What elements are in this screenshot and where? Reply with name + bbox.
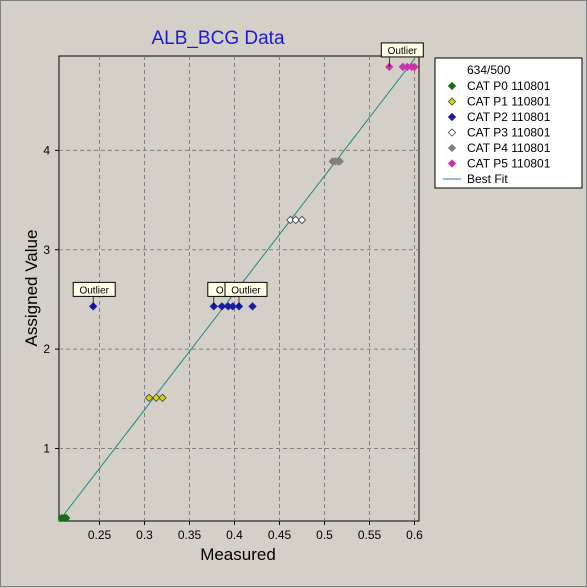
data-point <box>286 215 295 225</box>
legend-entry-label: CAT P0 110801 <box>467 79 551 93</box>
data-point <box>152 393 161 402</box>
x-tick-label: 0.55 <box>358 528 382 542</box>
data-point <box>335 157 344 166</box>
legend-entry-label: CAT P2 110801 <box>467 110 551 124</box>
data-point <box>158 393 167 402</box>
legend-box <box>434 57 583 189</box>
legend-marker <box>447 112 457 122</box>
callout-box <box>224 281 268 297</box>
legend-marker <box>447 143 457 153</box>
callout-box <box>380 42 424 58</box>
data-point <box>291 215 300 225</box>
legend-marker <box>447 81 457 91</box>
callout-box <box>72 281 116 297</box>
legend-entry-label: CAT P4 110801 <box>467 141 551 155</box>
callout-label: O <box>216 285 224 296</box>
x-tick-label: 0.35 <box>178 528 202 542</box>
y-tick-label: 3 <box>43 243 50 257</box>
data-point <box>248 302 257 311</box>
data-point <box>62 513 71 523</box>
legend-best-fit-label: Best Fit <box>467 172 508 186</box>
callout-label: Outlier <box>79 285 109 296</box>
legend-entry-label: CAT P1 110801 <box>467 95 551 109</box>
grid <box>59 56 419 521</box>
data-point <box>410 62 419 72</box>
x-axis: 0.25 0.3 0.35 0.4 0.45 0.5 0.55 0.6 <box>88 521 423 542</box>
y-tick-label: 4 <box>43 143 50 157</box>
data-point <box>144 393 154 402</box>
x-tick-label: 0.45 <box>268 528 292 542</box>
legend-header: 634/500 <box>467 63 511 77</box>
legend-entry-label: CAT P3 110801 <box>467 126 551 140</box>
chart-title: ALB_BCG Data <box>151 28 284 49</box>
x-tick-label: 0.4 <box>226 528 243 542</box>
x-tick-label: 0.25 <box>88 528 112 542</box>
y-axis-label: Assigned Value <box>22 230 41 347</box>
x-tick-label: 0.6 <box>406 528 423 542</box>
legend-entry-label: CAT P5 110801 <box>467 157 551 171</box>
y-tick-label: 1 <box>43 441 50 455</box>
y-tick-label: 2 <box>43 342 50 356</box>
x-tick-label: 0.5 <box>316 528 333 542</box>
y-axis: 1 2 3 4 <box>43 143 59 455</box>
legend-marker <box>447 159 457 168</box>
callout-label: Outlier <box>388 46 418 57</box>
x-tick-label: 0.3 <box>136 528 153 542</box>
annotations: Outlier Outlier O Outlier <box>72 42 424 307</box>
legend-marker <box>447 97 457 106</box>
data-point <box>217 302 227 311</box>
data-point <box>228 302 237 311</box>
legend-marker <box>447 128 457 137</box>
x-axis-label: Measured <box>200 545 276 564</box>
data-point <box>297 215 307 225</box>
callout-label: Outlier <box>231 285 261 296</box>
